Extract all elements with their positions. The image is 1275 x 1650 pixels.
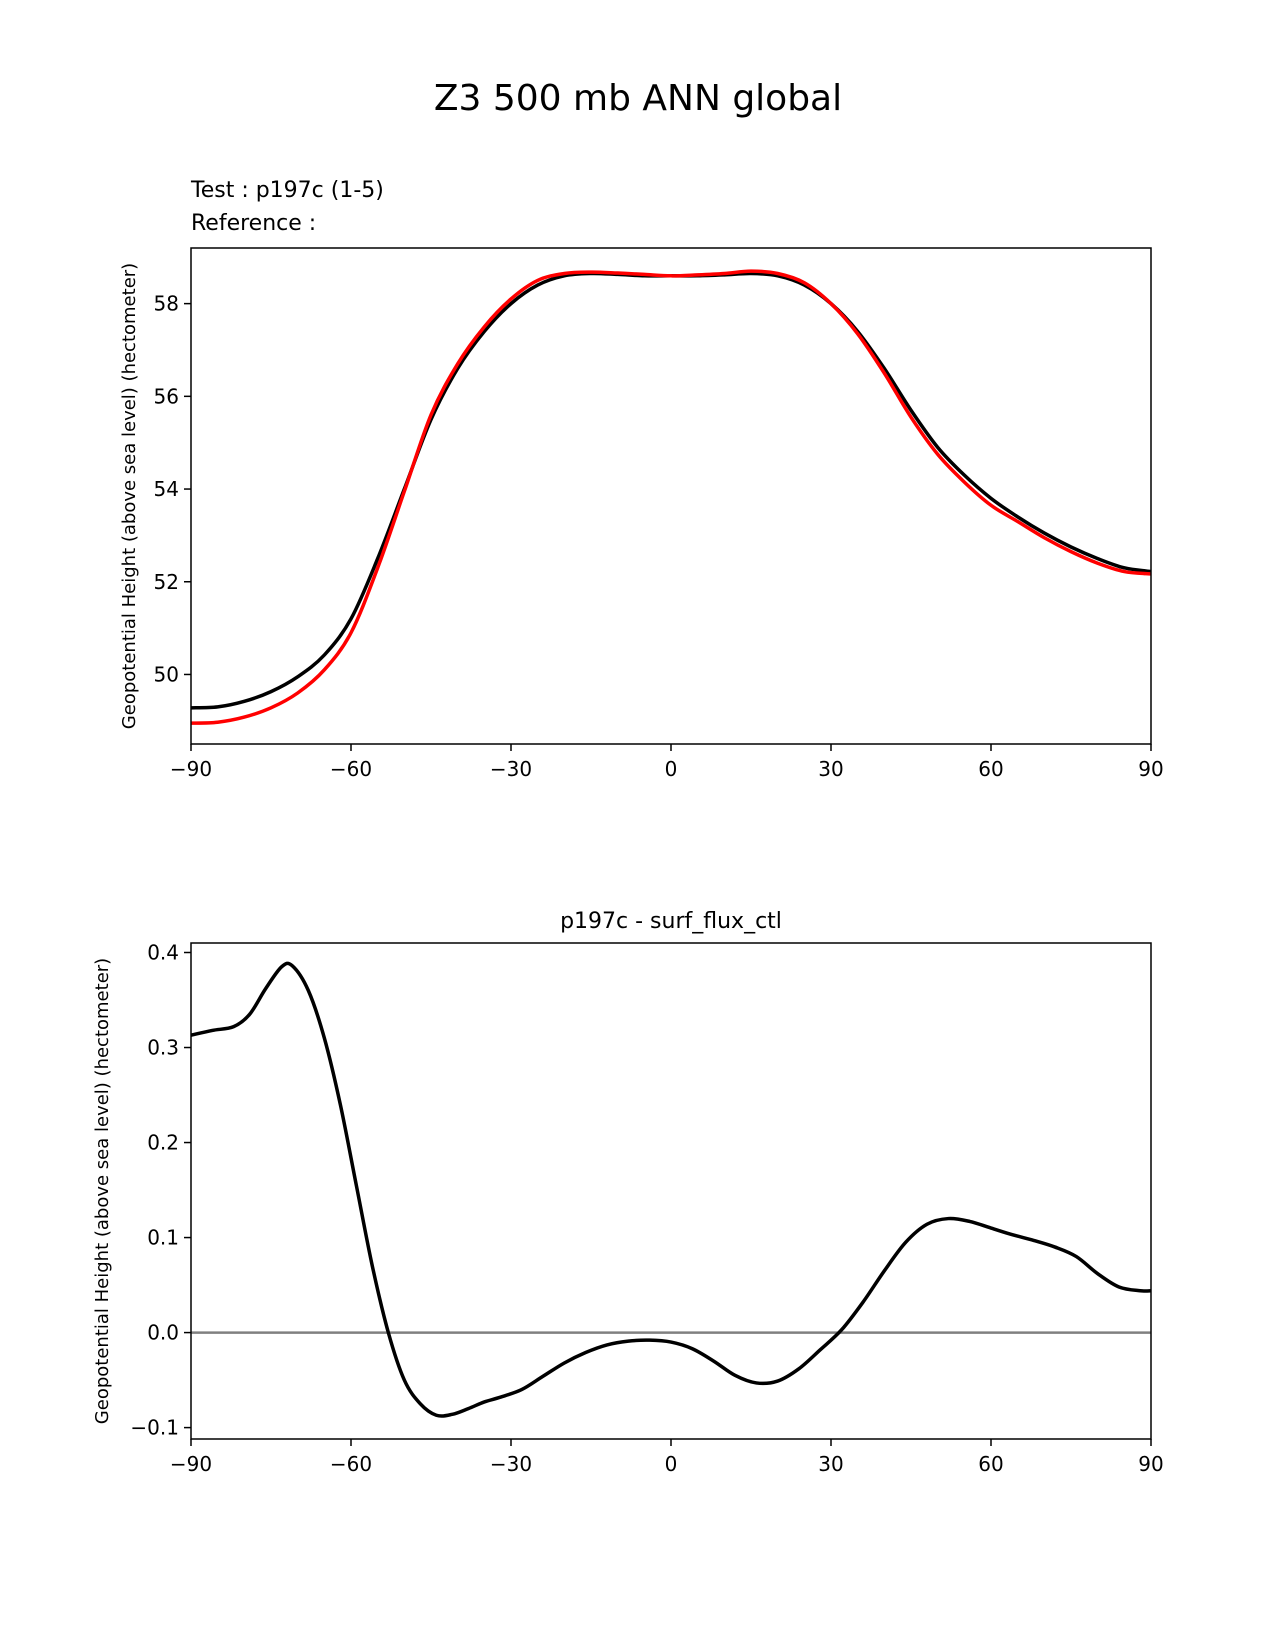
bottom-panel-xtick-label: −60 (330, 1452, 372, 1476)
top-panel-xtick-label: 60 (978, 757, 1003, 781)
bottom-panel-ytick-label: −0.1 (130, 1416, 179, 1440)
bottom-panel-xtick-label: 0 (665, 1452, 678, 1476)
top-panel-xtick-label: −90 (170, 757, 212, 781)
top-panel-xtick-label: 0 (665, 757, 678, 781)
bottom-panel-ytick-label: 0.1 (147, 1226, 179, 1250)
top-panel-xtick-label: 90 (1138, 757, 1163, 781)
top-panel-ytick-label: 52 (154, 570, 179, 594)
bottom-panel-lines (190, 961, 1152, 1418)
top-panel-ytick-label: 50 (154, 662, 179, 686)
bottom-panel-ticks: −90 −60 −30 0 30 60 90 −0.1 0.0 0.1 0.2 0.3 0.4 (130, 941, 1163, 1476)
top-panel-xtick-label: −60 (330, 757, 372, 781)
bottom-panel-title: p197c - surf_flux_ctl (560, 909, 782, 934)
bottom-panel-frame (190, 942, 1152, 1440)
top-panel-series-reference-line (190, 269, 1152, 725)
figure-title: Z3 500 mb ANN global (434, 78, 842, 119)
bottom-panel-xtick-label: 30 (818, 1452, 843, 1476)
legend-reference-label: Reference : (191, 211, 316, 236)
top-panel-xtick-label: −30 (490, 757, 532, 781)
top-panel-series-test-line (190, 271, 1152, 710)
bottom-panel: p197c - surf_flux_ctl −90 −60 −30 0 30 60 90 −0… (92, 909, 1164, 1476)
bottom-panel-ytick-label: 0.2 (147, 1131, 179, 1155)
bottom-panel-series-difference-line (190, 961, 1152, 1418)
legend-test-label: Test : p197c (1-5) (190, 178, 384, 203)
bottom-panel-xtick-label: 60 (978, 1452, 1003, 1476)
bottom-panel-ytick-label: 0.4 (147, 941, 179, 965)
top-panel: Test : p197c (1-5) Reference : −90 −60 −30… (119, 178, 1164, 781)
top-panel-ytick-label: 54 (154, 477, 179, 501)
bottom-panel-ytick-label: 0.3 (147, 1036, 179, 1060)
bottom-panel-xtick-label: −30 (490, 1452, 532, 1476)
top-panel-xtick-label: 30 (818, 757, 843, 781)
top-panel-lines (190, 269, 1152, 725)
bottom-panel-ytick-label: 0.0 (147, 1321, 179, 1345)
top-panel-ytick-label: 56 (154, 384, 179, 408)
bottom-panel-xtick-label: 90 (1138, 1452, 1163, 1476)
top-panel-frame (190, 247, 1152, 745)
top-panel-ticks: −90 −60 −30 0 30 60 90 50 52 54 56 58 (154, 292, 1164, 781)
bottom-panel-xtick-label: −90 (170, 1452, 212, 1476)
top-panel-ylabel: Geopotential Height (above sea level) (h… (119, 263, 140, 729)
bottom-panel-ylabel: Geopotential Height (above sea level) (h… (92, 958, 113, 1424)
top-panel-ytick-label: 58 (154, 292, 179, 316)
